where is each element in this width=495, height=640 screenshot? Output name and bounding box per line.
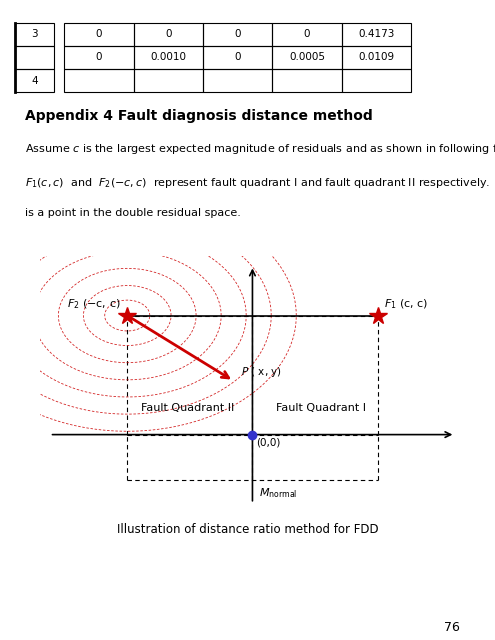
Text: (0,0): (0,0) (256, 437, 281, 447)
Text: 0.4173: 0.4173 (358, 29, 395, 39)
Text: 0: 0 (96, 29, 102, 39)
Text: 4: 4 (31, 76, 38, 86)
Bar (64, 22, 134, 46)
Text: 0.0005: 0.0005 (289, 52, 325, 63)
Text: Illustration of distance ratio method for FDD: Illustration of distance ratio method fo… (117, 523, 378, 536)
Text: $F_2$ ($-$c, c): $F_2$ ($-$c, c) (67, 298, 121, 311)
Text: 0.0109: 0.0109 (358, 52, 394, 63)
Text: $P$ ( x, y): $P$ ( x, y) (241, 365, 282, 379)
Bar (342, 46, 411, 69)
Bar (203, 69, 272, 92)
Bar (203, 22, 272, 46)
Text: $M_{\rm normal}$: $M_{\rm normal}$ (259, 486, 297, 500)
Text: 0: 0 (234, 52, 241, 63)
Text: 0: 0 (96, 52, 102, 63)
Text: 0.0010: 0.0010 (150, 52, 186, 63)
Text: $F_1(c, c)$  and  $F_2(-c, c)$  represent fault quadrant I and fault quadrant II: $F_1(c, c)$ and $F_2(-c, c)$ represent f… (25, 175, 495, 189)
Bar (64, 69, 134, 92)
Bar (15, 69, 54, 92)
Text: $F_1$ (c, c): $F_1$ (c, c) (384, 298, 428, 311)
Bar (15, 46, 54, 69)
Bar (64, 46, 134, 69)
Bar (342, 69, 411, 92)
Text: Fault Quadrant II: Fault Quadrant II (141, 403, 234, 413)
Bar (134, 69, 203, 92)
Bar (203, 46, 272, 69)
Text: Fault Quadrant I: Fault Quadrant I (276, 403, 366, 413)
Bar (15, 22, 54, 46)
Bar (272, 46, 342, 69)
Text: is a point in the double residual space.: is a point in the double residual space. (25, 208, 241, 218)
Text: 0: 0 (165, 29, 172, 39)
Text: 3: 3 (31, 29, 38, 39)
Bar (134, 22, 203, 46)
Text: 76: 76 (445, 621, 460, 634)
Text: Appendix 4 Fault diagnosis distance method: Appendix 4 Fault diagnosis distance meth… (25, 109, 373, 124)
Text: Assume $c$ is the largest expected magnitude of residuals and as shown in follow: Assume $c$ is the largest expected magni… (25, 142, 495, 156)
Text: 0: 0 (234, 29, 241, 39)
Bar (134, 46, 203, 69)
Bar (272, 69, 342, 92)
Text: 0: 0 (303, 29, 310, 39)
Bar (342, 22, 411, 46)
Bar (272, 22, 342, 46)
